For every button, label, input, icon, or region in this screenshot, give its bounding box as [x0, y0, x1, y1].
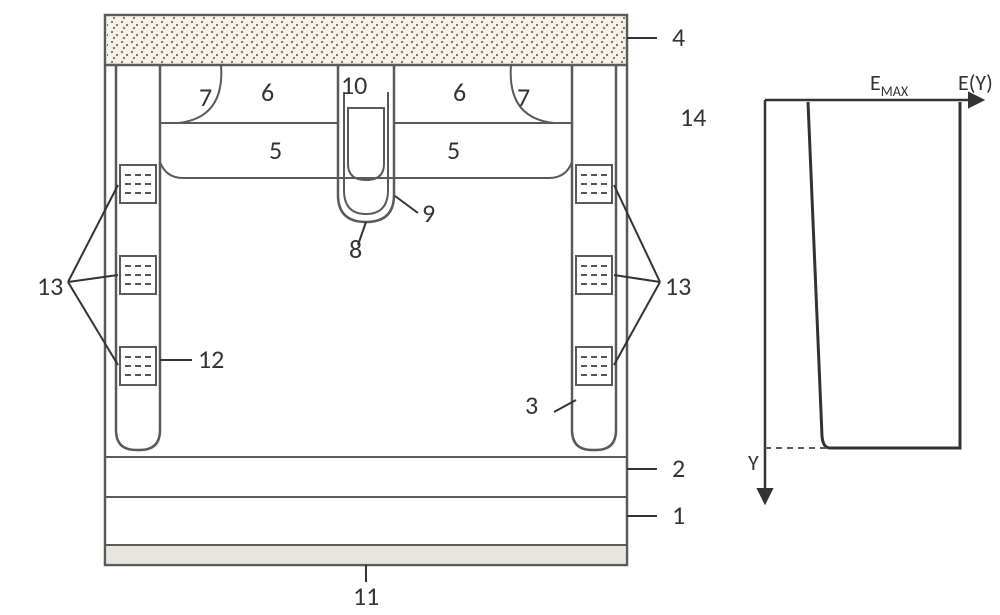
label-7l: 7 — [199, 81, 212, 113]
label-10: 10 — [341, 69, 367, 101]
label-8: 8 — [349, 233, 362, 265]
label-6r: 6 — [453, 76, 466, 108]
field-curve — [808, 102, 960, 448]
axis-label-y: Y — [748, 449, 759, 476]
number-labels: 1 2 3 4 5 5 6 6 7 7 8 9 10 11 12 13 13 1… — [37, 21, 706, 612]
axis-label-ey: E(Y) — [958, 69, 993, 96]
label-5r: 5 — [447, 134, 460, 166]
region-4 — [107, 17, 625, 65]
pbody-bottom — [160, 162, 572, 178]
region-11 — [107, 545, 625, 563]
label-7r: 7 — [517, 81, 530, 113]
label-13r: 13 — [665, 270, 691, 302]
label-12: 12 — [198, 343, 224, 375]
label-6l: 6 — [261, 76, 274, 108]
label-14: 14 — [680, 101, 706, 133]
label-9: 9 — [422, 197, 435, 229]
label-1: 1 — [672, 499, 685, 531]
label-5l: 5 — [269, 134, 282, 166]
label-11: 11 — [353, 580, 379, 612]
axis-label-emax: EMAX — [870, 69, 909, 100]
left-trench-12 — [116, 65, 160, 450]
right-trench-12 — [572, 65, 616, 450]
label-13l: 13 — [37, 270, 63, 302]
field-graph: E(Y) EMAX Y — [748, 69, 993, 500]
label-4: 4 — [672, 21, 685, 53]
center-trench-9 — [344, 92, 388, 214]
label-3: 3 — [525, 389, 538, 421]
label-2: 2 — [672, 452, 685, 484]
center-trench-10-fill — [348, 108, 384, 180]
